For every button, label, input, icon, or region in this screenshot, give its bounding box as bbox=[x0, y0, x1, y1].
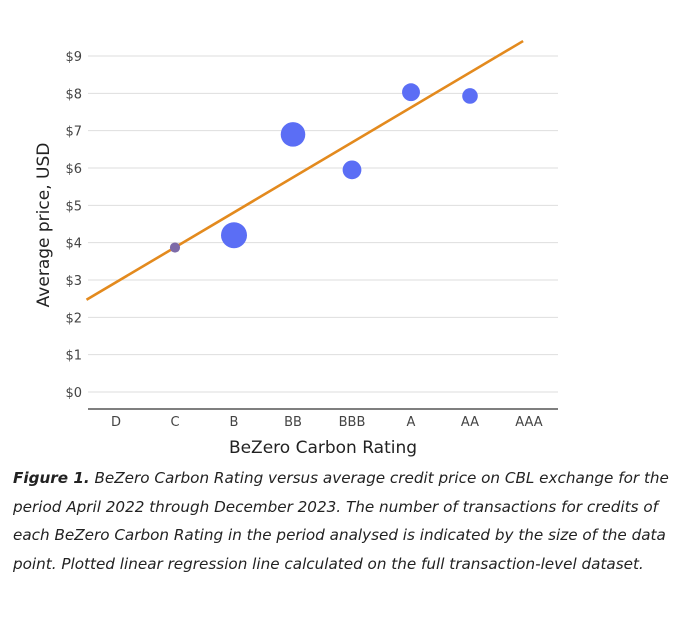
regression-line bbox=[85, 39, 524, 301]
x-tick-label: AAA bbox=[515, 415, 543, 430]
x-tick-label: BB bbox=[284, 415, 302, 430]
x-tick-label: AA bbox=[461, 415, 479, 430]
y-tick-label: $0 bbox=[65, 386, 82, 401]
y-axis-title: Average price, USD bbox=[34, 143, 54, 308]
y-tick-label: $3 bbox=[65, 274, 82, 289]
y-tick-label: $8 bbox=[65, 87, 82, 102]
chart-area: $0 $1 $2 $3 $4 $5 $6 $7 $8 $9 D C B BB BBB A AA AAA Aver… bbox=[34, 39, 558, 458]
y-tick-label: $5 bbox=[65, 199, 82, 214]
caption-text: BeZero Carbon Rating versus average cred… bbox=[13, 469, 669, 573]
caption-lead: Figure 1. bbox=[13, 469, 90, 487]
data-points bbox=[169, 83, 478, 253]
x-tick-label: D bbox=[111, 415, 121, 430]
x-axis: D C B BB BBB A AA AAA bbox=[88, 408, 558, 430]
x-tick-label: BBB bbox=[339, 415, 366, 430]
data-point bbox=[402, 83, 420, 102]
scatter-chart: $0$1$2$3$4$5$6$7$8$9 D C B BB BBB A AA AAA Aver… bbox=[34, 39, 558, 458]
x-axis-title: BeZero Carbon Rating bbox=[229, 438, 417, 458]
gridlines bbox=[88, 55, 558, 393]
y-tick-label: $4 bbox=[65, 237, 82, 252]
y-axis-ticks: $0 $1 $2 $3 $4 $5 $6 $7 $8 $9 bbox=[65, 50, 82, 401]
x-tick-label: A bbox=[407, 415, 416, 430]
y-tick-label: $9 bbox=[65, 50, 82, 65]
regression-line-group bbox=[85, 39, 524, 301]
y-tick-label: $6 bbox=[65, 162, 82, 177]
y-tick-label: $7 bbox=[65, 125, 82, 140]
figure-caption: Figure 1. BeZero Carbon Rating versus av… bbox=[13, 464, 678, 578]
x-tick-label: B bbox=[230, 415, 239, 430]
y-tick-label: $1 bbox=[65, 349, 82, 364]
data-point bbox=[342, 160, 362, 180]
y-tick-label: $2 bbox=[65, 311, 82, 326]
x-tick-label: C bbox=[170, 415, 179, 430]
data-point bbox=[221, 222, 247, 249]
data-point bbox=[280, 122, 306, 147]
data-point bbox=[462, 88, 478, 104]
data-point bbox=[169, 242, 181, 253]
